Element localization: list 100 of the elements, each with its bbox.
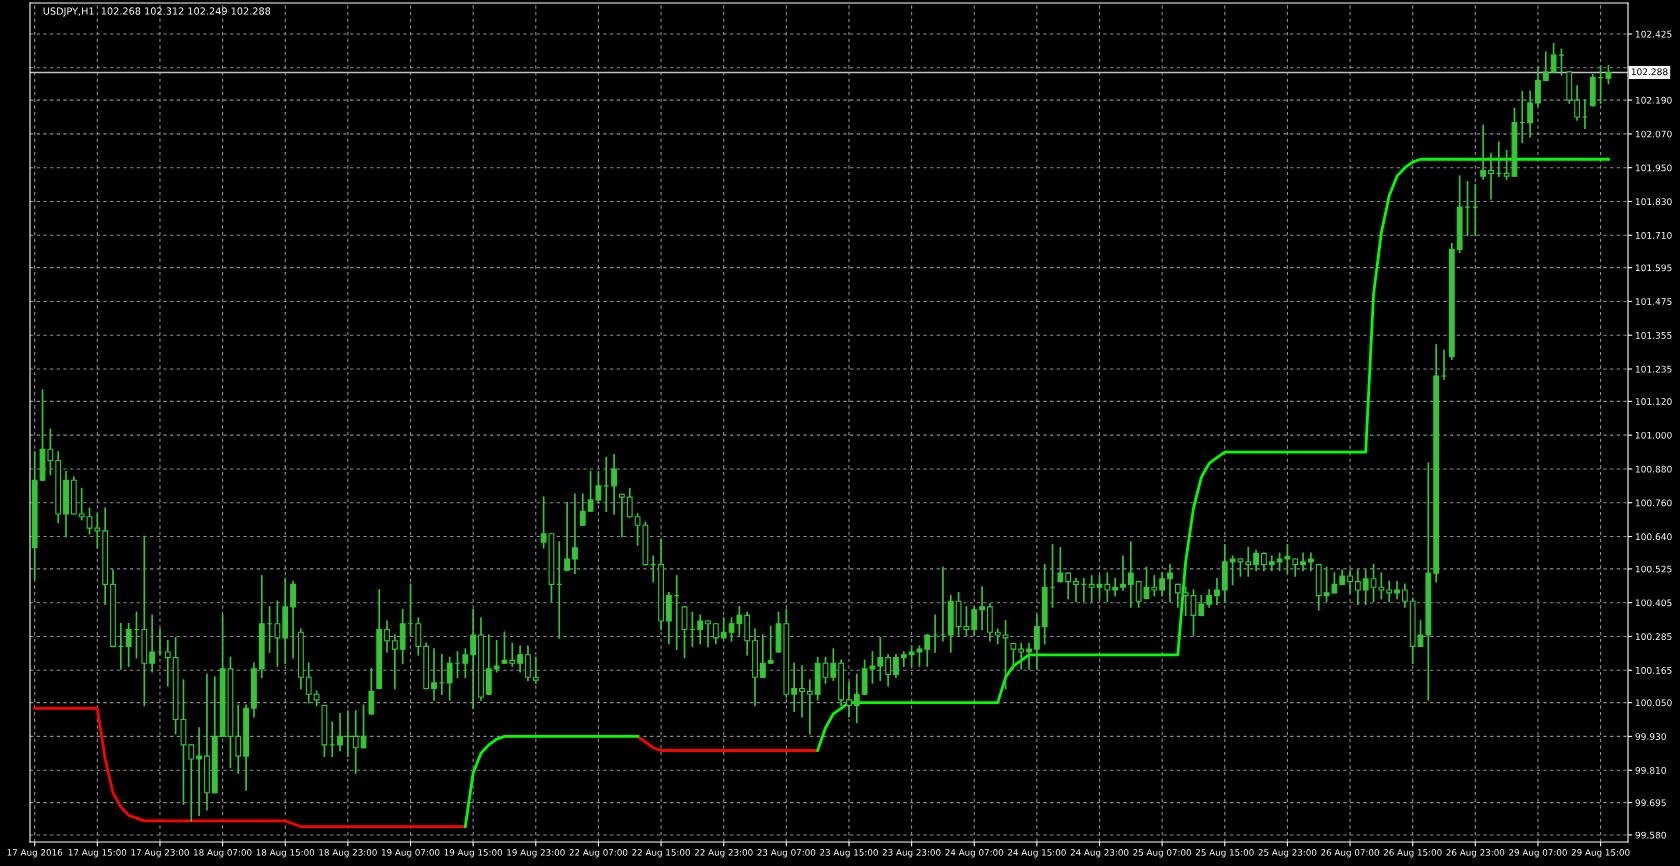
candlestick bbox=[1151, 575, 1158, 597]
y-tick-label: 100.880 bbox=[1635, 465, 1672, 473]
ref-line-label: 102.288 bbox=[1631, 68, 1668, 76]
x-tick-label: 23 Aug 15:00 bbox=[820, 849, 878, 858]
y-tick-label: 101.710 bbox=[1635, 232, 1672, 239]
candlestick bbox=[564, 501, 571, 572]
candlestick bbox=[1174, 583, 1181, 608]
candlestick bbox=[525, 645, 531, 681]
candlestick bbox=[697, 614, 704, 645]
candlestick bbox=[1347, 569, 1353, 594]
candlestick bbox=[431, 648, 437, 701]
candlestick bbox=[799, 665, 805, 718]
candlestick bbox=[1253, 549, 1260, 572]
candlestick bbox=[853, 673, 860, 724]
candlestick bbox=[1558, 48, 1565, 76]
candlestick bbox=[579, 493, 586, 527]
candlestick bbox=[337, 713, 343, 752]
x-tick-label: 18 Aug 07:00 bbox=[194, 849, 252, 858]
x-tick-label: 17 Aug 23:00 bbox=[131, 849, 189, 858]
candlestick bbox=[994, 628, 1001, 645]
candlestick bbox=[767, 625, 774, 665]
candlestick bbox=[759, 634, 766, 679]
candlestick bbox=[438, 653, 445, 696]
x-tick-label: 17 Aug 15:00 bbox=[68, 849, 127, 858]
x-tick-label: 22 Aug 23:00 bbox=[694, 849, 753, 858]
candlestick bbox=[705, 620, 711, 648]
candlestick bbox=[1010, 642, 1017, 670]
candlestick bbox=[681, 606, 688, 659]
candlestick bbox=[1401, 583, 1408, 608]
candlestick bbox=[1300, 552, 1306, 572]
y-tick-label: 99.810 bbox=[1635, 766, 1666, 774]
candlestick bbox=[188, 744, 195, 822]
candlestick bbox=[1464, 180, 1471, 237]
candlestick bbox=[1214, 577, 1220, 605]
x-tick-label: 22 Aug 15:00 bbox=[632, 849, 690, 858]
candlestick bbox=[1362, 569, 1369, 605]
candlestick bbox=[979, 586, 985, 631]
candlestick bbox=[806, 679, 813, 735]
candlestick bbox=[305, 662, 312, 704]
y-tick-label: 101.000 bbox=[1635, 431, 1672, 439]
candlestick bbox=[1112, 577, 1119, 597]
candlestick bbox=[360, 704, 367, 749]
candlestick bbox=[446, 656, 453, 701]
x-tick-label: 25 Aug 23:00 bbox=[1258, 849, 1317, 858]
x-tick-label: 19 Aug 15:00 bbox=[444, 849, 503, 858]
candlestick bbox=[1073, 577, 1079, 603]
candlestick bbox=[493, 639, 500, 673]
x-tick-label: 18 Aug 23:00 bbox=[319, 849, 377, 858]
y-tick-label: 101.355 bbox=[1635, 331, 1672, 339]
y-tick-label: 102.190 bbox=[1635, 96, 1672, 104]
x-tick-label: 23 Aug 23:00 bbox=[882, 849, 941, 858]
candlestick bbox=[1127, 541, 1134, 608]
candlestick bbox=[1026, 642, 1032, 670]
x-tick-label: 22 Aug 07:00 bbox=[569, 849, 628, 858]
x-tick-label: 26 Aug 07:00 bbox=[1321, 849, 1379, 858]
candlestick bbox=[830, 648, 837, 681]
x-tick-label: 29 Aug 07:00 bbox=[1509, 849, 1567, 858]
candlestick bbox=[384, 620, 390, 653]
candlestick bbox=[619, 493, 625, 538]
x-tick-label: 29 Aug 15:00 bbox=[1571, 849, 1630, 858]
y-tick-label: 100.405 bbox=[1635, 599, 1672, 607]
candlestick bbox=[235, 704, 242, 774]
candlestick bbox=[1386, 580, 1393, 603]
candlestick bbox=[1542, 51, 1549, 82]
candlestick bbox=[1167, 563, 1173, 603]
x-tick-label: 24 Aug 07:00 bbox=[945, 849, 1004, 858]
candlestick bbox=[1527, 90, 1534, 138]
candlestick bbox=[924, 634, 931, 667]
y-tick-label: 101.120 bbox=[1635, 398, 1672, 405]
y-tick-label: 100.525 bbox=[1635, 565, 1672, 573]
candlestick bbox=[1535, 68, 1541, 107]
y-tick-label: 102.070 bbox=[1635, 130, 1672, 138]
candlestick bbox=[846, 682, 852, 718]
candlestick bbox=[509, 642, 516, 667]
candlestick bbox=[125, 622, 132, 667]
candlestick bbox=[900, 651, 907, 667]
y-tick-label: 100.760 bbox=[1635, 499, 1672, 507]
x-tick-label: 19 Aug 07:00 bbox=[381, 849, 440, 858]
candlestick bbox=[462, 648, 469, 679]
candlestick bbox=[720, 617, 727, 639]
candlestick bbox=[391, 634, 398, 690]
x-tick-label: 25 Aug 15:00 bbox=[1195, 849, 1254, 858]
candlestick bbox=[1308, 552, 1314, 572]
x-tick-label: 19 Aug 23:00 bbox=[507, 849, 565, 858]
candlestick bbox=[893, 653, 899, 679]
candlestick bbox=[1159, 572, 1166, 597]
candlestick bbox=[470, 608, 477, 710]
candlestick bbox=[791, 662, 798, 712]
candlestick bbox=[1057, 546, 1064, 583]
candlestick bbox=[1488, 152, 1494, 200]
candlestick bbox=[611, 454, 617, 515]
candlestick bbox=[501, 631, 508, 665]
x-tick-label: 24 Aug 15:00 bbox=[1008, 849, 1066, 858]
chart-title: USDJPY,H1 102.268 102.312 102.249 102.288 bbox=[43, 7, 271, 17]
y-tick-label: 100.165 bbox=[1635, 666, 1672, 674]
y-tick-label: 101.830 bbox=[1635, 198, 1672, 206]
x-tick-label: 18 Aug 15:00 bbox=[256, 849, 315, 858]
y-tick-label: 100.050 bbox=[1635, 699, 1672, 707]
candlestick bbox=[885, 653, 892, 687]
x-tick-label: 24 Aug 23:00 bbox=[1070, 849, 1129, 858]
